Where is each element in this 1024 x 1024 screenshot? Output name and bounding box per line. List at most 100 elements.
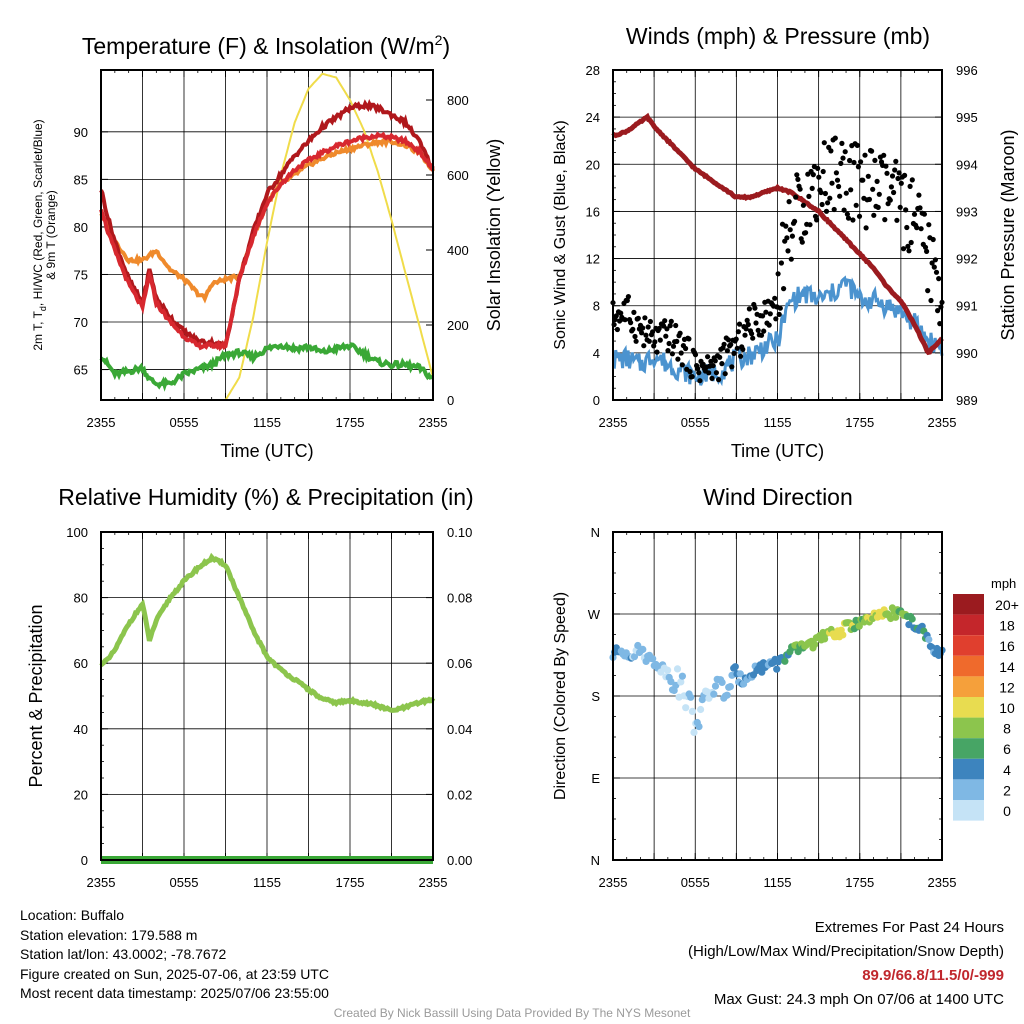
gust-point [836,183,842,190]
title-superscript: 2 [435,32,443,48]
gust-point [903,207,909,213]
y2-tick-label: 992 [956,252,978,267]
gust-point [828,148,834,154]
gust-point [650,329,656,335]
gust-point [822,190,829,197]
gust-point [670,343,677,349]
title-close: ) [442,33,450,59]
direction-point [695,723,703,731]
gust-point [677,330,683,336]
gust-point [633,338,639,344]
gust-point [922,244,929,250]
gust-point [854,142,860,148]
gust-point [848,187,854,193]
legend-swatch [953,655,984,677]
y-axis-label: 2m T, Td, HI/WC (Red, Green, Scarlet/Blu… [31,119,58,350]
gust-point [740,346,746,352]
gust-point [613,313,619,319]
gust-point [906,248,912,254]
gust-point [744,317,750,323]
y-tick-label: 4 [593,346,600,361]
gust-point [624,297,630,304]
gust-point [785,248,791,254]
gust-point [738,353,744,359]
gust-point [833,170,840,176]
gust-point [932,257,939,263]
direction-point [908,615,916,623]
legend-label: 2 [1003,782,1011,798]
gust-point [891,189,897,196]
gust-point [855,164,862,170]
gust-point [904,224,910,231]
gust-point [729,364,735,370]
gust-point [622,317,628,323]
direction-point [781,657,789,665]
gust-point [716,377,722,383]
gust-point [750,335,756,341]
gust-point [874,178,880,184]
gust-point [818,189,824,196]
gust-point [858,159,864,165]
y2-tick-label: 0.08 [447,591,472,606]
y-tick-label: 20 [586,157,600,172]
y-tick-label: E [591,771,600,786]
gust-point [696,370,702,376]
direction-point [731,663,739,671]
gust-point [717,354,723,360]
gust-point [887,197,893,203]
gust-point [933,269,940,275]
gust-point [834,177,841,183]
plot-border [612,531,943,861]
x-tick-label: 2355 [87,875,116,890]
gust-point [837,193,843,199]
legend-label: 6 [1003,741,1011,757]
gust-point [888,184,895,190]
legend-swatch [953,676,984,697]
gust-point [645,324,651,330]
max-gust: Max Gust: 24.3 mph On 07/06 at 1400 UTC [713,991,1004,1008]
y-tick-label: 100 [66,525,88,540]
wind-direction-panel-title: Wind Direction [703,484,853,510]
extremes-subtitle: (High/Low/Max Wind/Precipitation/Snow De… [688,943,1004,960]
y2-tick-label: 0.04 [447,722,472,737]
gust-point [914,225,920,231]
gust-point [797,186,803,192]
gust-point [924,248,930,254]
gust-point [786,199,792,205]
gust-point [778,260,785,266]
legend-label: 10 [999,700,1015,716]
gust-point [666,340,672,347]
winds-panel: Winds (mph) & Pressure (mb) 2355 0555 1155… [552,23,1018,461]
gust-point [829,180,835,186]
station-location: Location: Buffalo [20,907,125,923]
y-tick-label: S [591,689,600,704]
gust-point [752,305,758,311]
gust-point [929,260,935,266]
y2-tick-label: 990 [956,346,978,361]
direction-point [839,631,847,639]
gust-point [840,155,846,161]
gust-point [639,330,645,336]
direction-point [678,672,687,680]
gust-point [863,225,869,231]
legend-label: 16 [999,638,1015,654]
gust-point [892,167,898,173]
gust-point [709,375,715,381]
gust-point [897,204,903,210]
gust-point [705,354,711,360]
y-axis-label-line1b: , HI/WC (Red, Green, Scarlet/Blue) [31,119,45,306]
gust-point [905,243,911,249]
y2-tick-label: 0.10 [447,525,472,540]
gust-point [850,217,856,223]
gust-point [847,157,853,164]
gust-point [862,152,868,158]
legend-label: 14 [999,659,1015,675]
gust-point [876,191,882,197]
y-tick-label: 40 [74,722,88,737]
gust-point [668,318,674,324]
temperature-panel: Temperature (F) & Insolation (W/m2) 2355… [31,32,504,461]
gust-point [911,211,918,217]
gust-point [860,177,866,183]
x-tick-label: 2355 [419,415,448,430]
gust-point [724,348,731,354]
